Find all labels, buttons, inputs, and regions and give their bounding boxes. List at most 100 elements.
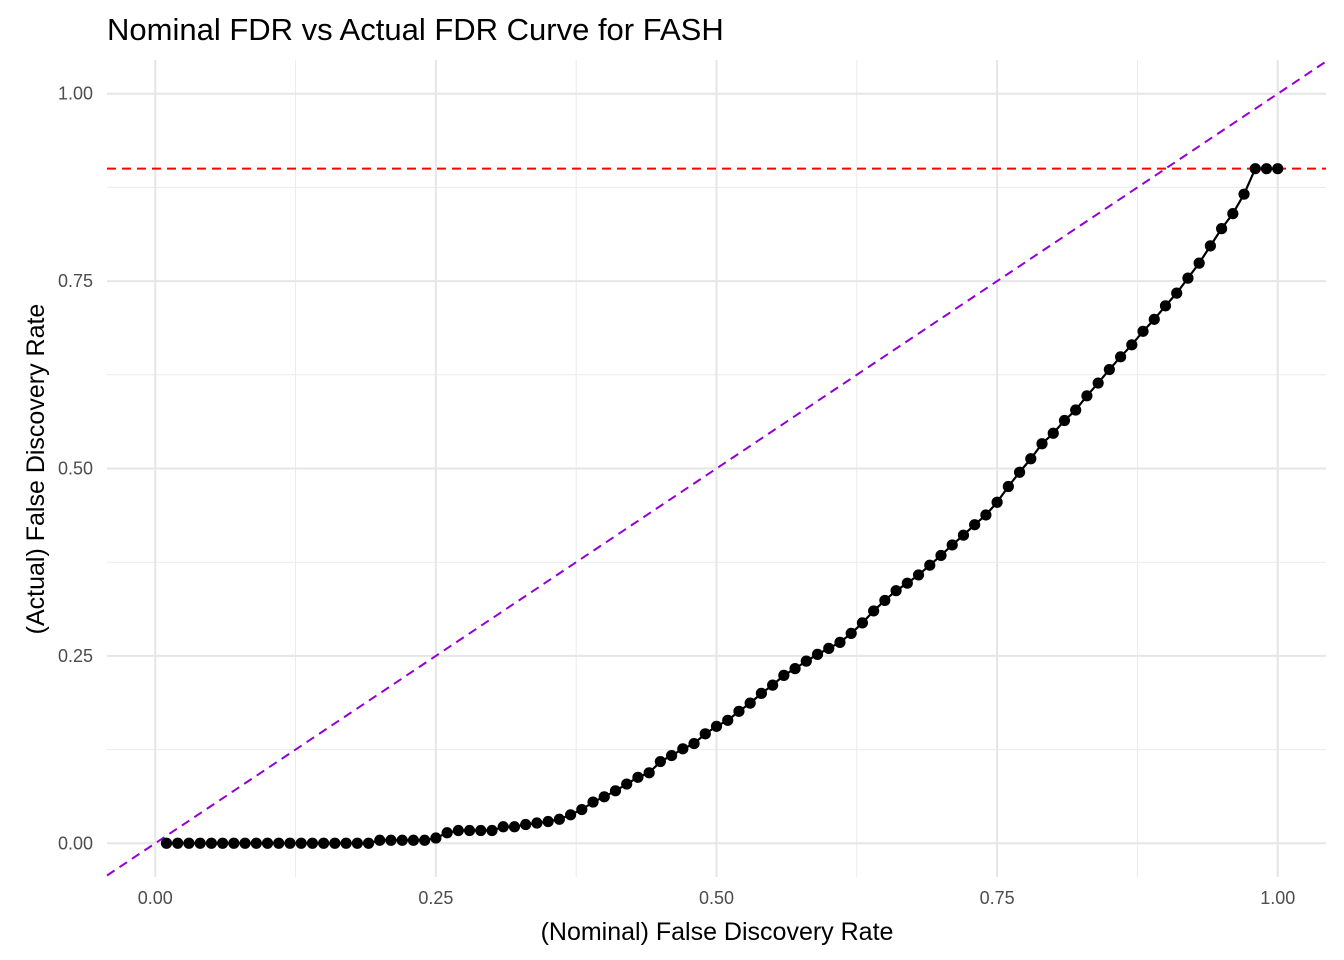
data-point [1216,223,1228,235]
data-point [475,824,487,837]
data-point [553,813,565,825]
data-point [239,837,251,849]
x-tick-label: 0.50 [699,888,734,908]
x-tick-label: 0.75 [980,888,1015,908]
y-tick-label: 0.75 [58,271,93,291]
y-tick-label: 0.50 [58,459,93,479]
data-point [834,636,846,648]
data-point [890,585,902,597]
data-point [789,663,801,675]
data-point [800,655,812,667]
data-point [1204,240,1216,252]
series-line [166,167,1278,845]
data-point [520,818,532,831]
data-point [767,679,779,691]
data-point [205,837,217,849]
data-point [969,519,981,531]
data-point [1249,163,1261,175]
data-point [374,834,386,846]
y-tick-label: 0.25 [58,646,93,666]
data-point [879,594,891,607]
data-point [1070,404,1082,416]
data-point [912,569,925,581]
data-point [284,837,296,849]
data-point [1137,325,1149,337]
data-point [677,743,689,755]
data-point [407,834,420,846]
data-point [1103,363,1115,376]
x-tick-labels: 0.00 0.25 0.50 0.75 1.00 [138,888,1296,908]
data-point [1114,351,1127,363]
data-point [542,815,554,828]
data-point [957,529,970,541]
data-point [755,687,767,699]
data-point [463,824,476,837]
data-point [901,577,913,589]
data-point [1227,208,1239,220]
reference-lines [106,60,1327,877]
data-point [733,705,745,717]
data-point [845,627,857,639]
data-point [1126,339,1138,351]
data-point [250,837,262,849]
data-point [744,697,756,709]
x-tick-label: 0.25 [418,888,453,908]
data-point [385,834,397,846]
data-point [778,669,790,681]
y-axis-title: (Actual) False Discovery Rate [22,304,50,635]
data-point [306,837,319,849]
data-point [1182,272,1194,284]
data-point [811,648,824,660]
x-tick-label: 0.00 [138,888,173,908]
data-point [419,834,431,846]
x-axis-title: (Nominal) False Discovery Rate [541,918,894,946]
data-point [699,728,711,740]
data-point [980,509,992,521]
data-point [172,837,184,849]
data-point [710,720,723,732]
y-tick-label: 0.00 [58,833,93,853]
y-tick-label: 1.00 [58,84,93,104]
data-point [1238,188,1250,200]
data-point [1148,313,1160,325]
data-point [362,837,375,849]
data-point [654,755,666,768]
series-points [160,163,1284,849]
data-point [868,605,880,617]
data-point [396,834,408,846]
data-point [598,791,610,803]
data-point [609,785,622,797]
data-point [688,737,700,750]
data-point [1159,300,1172,312]
data-point [1025,453,1037,465]
data-point [1036,438,1048,450]
series-lines [166,167,1278,845]
data-point [564,809,577,821]
data-point [643,767,655,779]
x-tick-label: 1.00 [1260,888,1295,908]
data-point [1260,163,1273,175]
data-point [823,642,835,654]
data-point [632,771,644,783]
data-point [1002,480,1014,493]
data-point [935,549,947,562]
data-point [1092,377,1104,389]
data-point [666,749,678,762]
data-point [430,832,442,844]
data-point [486,824,498,837]
data-point [452,824,464,837]
data-point [576,803,588,816]
data-point [531,817,543,829]
data-point [1013,466,1026,478]
data-point [318,837,330,849]
data-point [351,837,363,849]
data-point [621,778,633,790]
data-point [1272,163,1284,175]
data-point [991,496,1003,508]
data-point [295,837,307,849]
data-point [722,714,734,726]
data-point [1171,287,1183,299]
data-point [340,837,352,849]
data-point [329,837,341,849]
